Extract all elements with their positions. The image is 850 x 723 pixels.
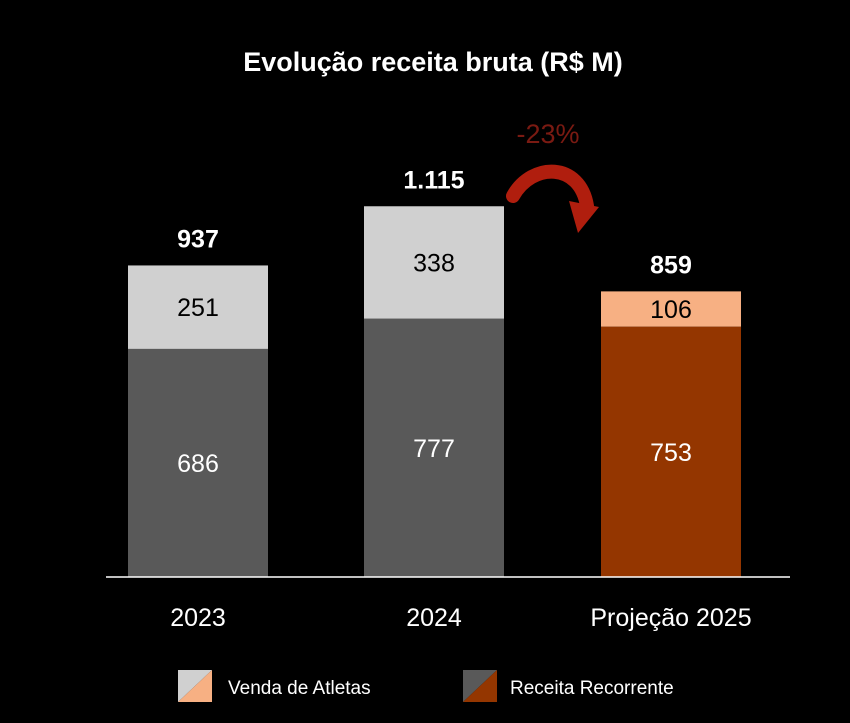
legend: Venda de Atletas Receita Recorrente: [178, 670, 674, 702]
bar-recurring-proje-o-2025: [601, 326, 741, 577]
arrow-head: [569, 201, 599, 233]
data-label-recurring-2023: 686: [177, 450, 219, 478]
x-tick-label-proje-o-2025: Projeção 2025: [590, 604, 751, 632]
data-label-recurring-proje-o-2025: 753: [650, 439, 692, 467]
data-label-athletes-2024: 338: [413, 249, 455, 277]
change-arrow: [506, 164, 599, 233]
bar-recurring-2024: [364, 318, 504, 577]
data-label-recurring-2024: 777: [413, 435, 455, 463]
arrow-curve: [506, 164, 594, 213]
chart-title: Evolução receita bruta (R$ M): [243, 47, 623, 77]
total-label-2024: 1.115: [403, 166, 464, 194]
legend-swatch-recurring-orange: [463, 670, 497, 702]
x-tick-label-2024: 2024: [406, 604, 462, 632]
total-label-proje-o-2025: 859: [650, 251, 692, 279]
legend-label-athletes: Venda de Atletas: [228, 678, 371, 699]
legend-swatch-athletes-orange: [178, 670, 212, 702]
legend-label-recurring: Receita Recorrente: [510, 678, 674, 699]
x-tick-label-2023: 2023: [170, 604, 226, 632]
change-label: -23%: [516, 119, 579, 149]
bars-layer: 686 251 937 2023 777 338 1.115 2024 753 106 859 Pro…: [128, 166, 752, 632]
data-label-athletes-proje-o-2025: 106: [650, 296, 692, 324]
bar-athletes-2023: [128, 265, 268, 349]
legend-item-athletes: Venda de Atletas: [178, 670, 371, 702]
bar-recurring-2023: [128, 348, 268, 577]
bar-athletes-2024: [364, 206, 504, 319]
bar-athletes-proje-o-2025: [601, 291, 741, 327]
legend-item-recurring: Receita Recorrente: [463, 670, 674, 702]
data-label-athletes-2023: 251: [177, 294, 219, 322]
total-label-2023: 937: [177, 225, 219, 253]
